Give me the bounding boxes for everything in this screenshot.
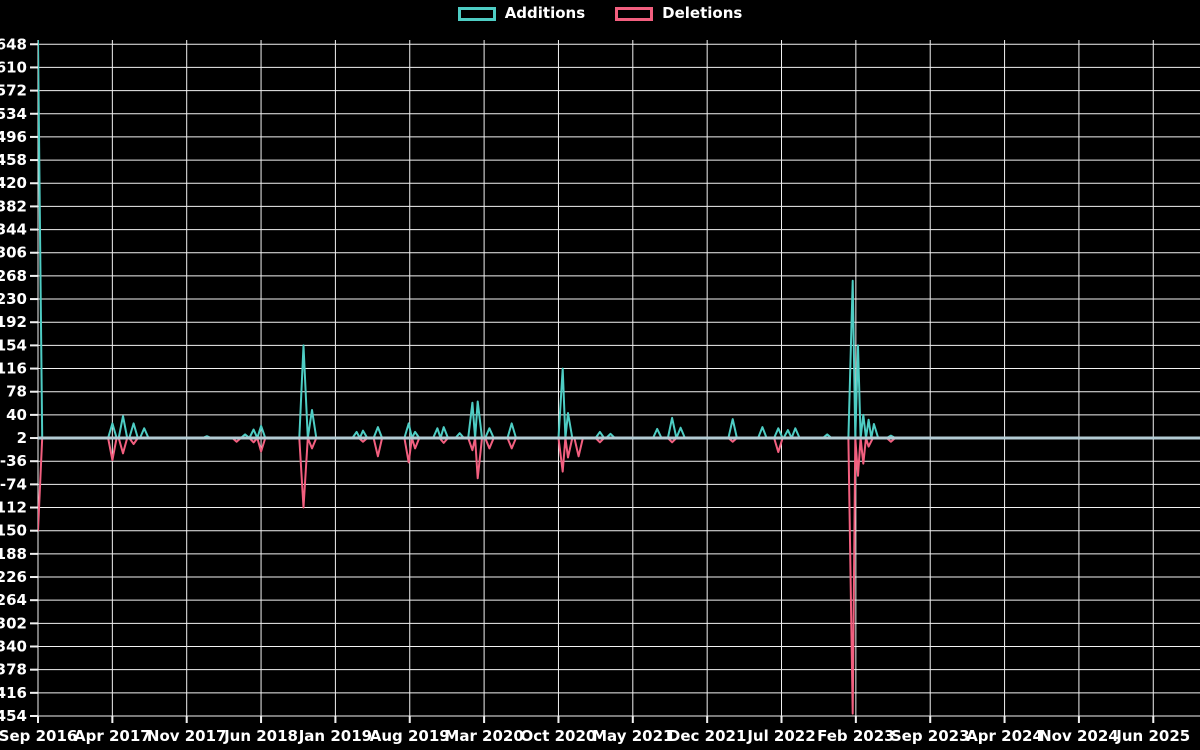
y-tick-label: 534 bbox=[0, 105, 27, 123]
x-tick-label: Nov 2024 bbox=[1039, 727, 1119, 745]
y-tick-label: -150 bbox=[0, 522, 27, 540]
x-tick-label: Mar 2020 bbox=[444, 727, 523, 745]
x-tick-label: Jan 2019 bbox=[298, 727, 372, 745]
y-tick-label: -264 bbox=[0, 591, 27, 609]
y-tick-label: 382 bbox=[0, 197, 27, 215]
x-tick-label: Nov 2017 bbox=[147, 727, 227, 745]
y-tick-label: 572 bbox=[0, 82, 27, 100]
x-tick-label: Aug 2019 bbox=[370, 727, 450, 745]
x-tick-label: Jun 2025 bbox=[1115, 727, 1190, 745]
y-tick-label: -226 bbox=[0, 568, 27, 586]
x-tick-label: Sep 2023 bbox=[891, 727, 970, 745]
x-tick-label: Apr 2017 bbox=[74, 727, 151, 745]
y-tick-label: 610 bbox=[0, 58, 27, 76]
y-tick-label: 154 bbox=[0, 336, 27, 354]
x-tick-label: Jun 2018 bbox=[223, 727, 298, 745]
x-tick-label: Dec 2021 bbox=[668, 727, 747, 745]
y-tick-label: 344 bbox=[0, 221, 27, 239]
x-tick-label: Apr 2024 bbox=[966, 727, 1043, 745]
series-line-deletions bbox=[38, 437, 1200, 715]
y-tick-label: -74 bbox=[0, 475, 27, 493]
x-tick-label: Sep 2016 bbox=[0, 727, 77, 745]
y-tick-label: 2 bbox=[17, 429, 27, 447]
y-tick-label: -340 bbox=[0, 638, 27, 656]
x-tick-label: Feb 2023 bbox=[817, 727, 895, 745]
y-tick-label: 116 bbox=[0, 360, 27, 378]
series-line-additions bbox=[38, 40, 1200, 439]
x-tick-label: May 2021 bbox=[592, 727, 673, 745]
y-tick-label: -188 bbox=[0, 545, 27, 563]
y-tick-label: 496 bbox=[0, 128, 27, 146]
y-tick-label: 40 bbox=[6, 406, 27, 424]
x-tick-label: Jul 2022 bbox=[746, 727, 815, 745]
y-tick-label: -378 bbox=[0, 661, 27, 679]
y-tick-label: 268 bbox=[0, 267, 27, 285]
x-tick-label: Oct 2020 bbox=[521, 727, 597, 745]
y-tick-label: -112 bbox=[0, 499, 27, 517]
y-tick-label: -36 bbox=[0, 452, 27, 470]
y-tick-label: 78 bbox=[6, 383, 27, 401]
y-tick-label: -416 bbox=[0, 684, 27, 702]
y-tick-label: -302 bbox=[0, 614, 27, 632]
y-tick-label: 230 bbox=[0, 290, 27, 308]
y-tick-label: 420 bbox=[0, 174, 27, 192]
y-tick-label: 458 bbox=[0, 151, 27, 169]
y-tick-label: 648 bbox=[0, 35, 27, 53]
y-tick-label: -454 bbox=[0, 707, 27, 725]
y-tick-label: 306 bbox=[0, 244, 27, 262]
y-tick-label: 192 bbox=[0, 313, 27, 331]
